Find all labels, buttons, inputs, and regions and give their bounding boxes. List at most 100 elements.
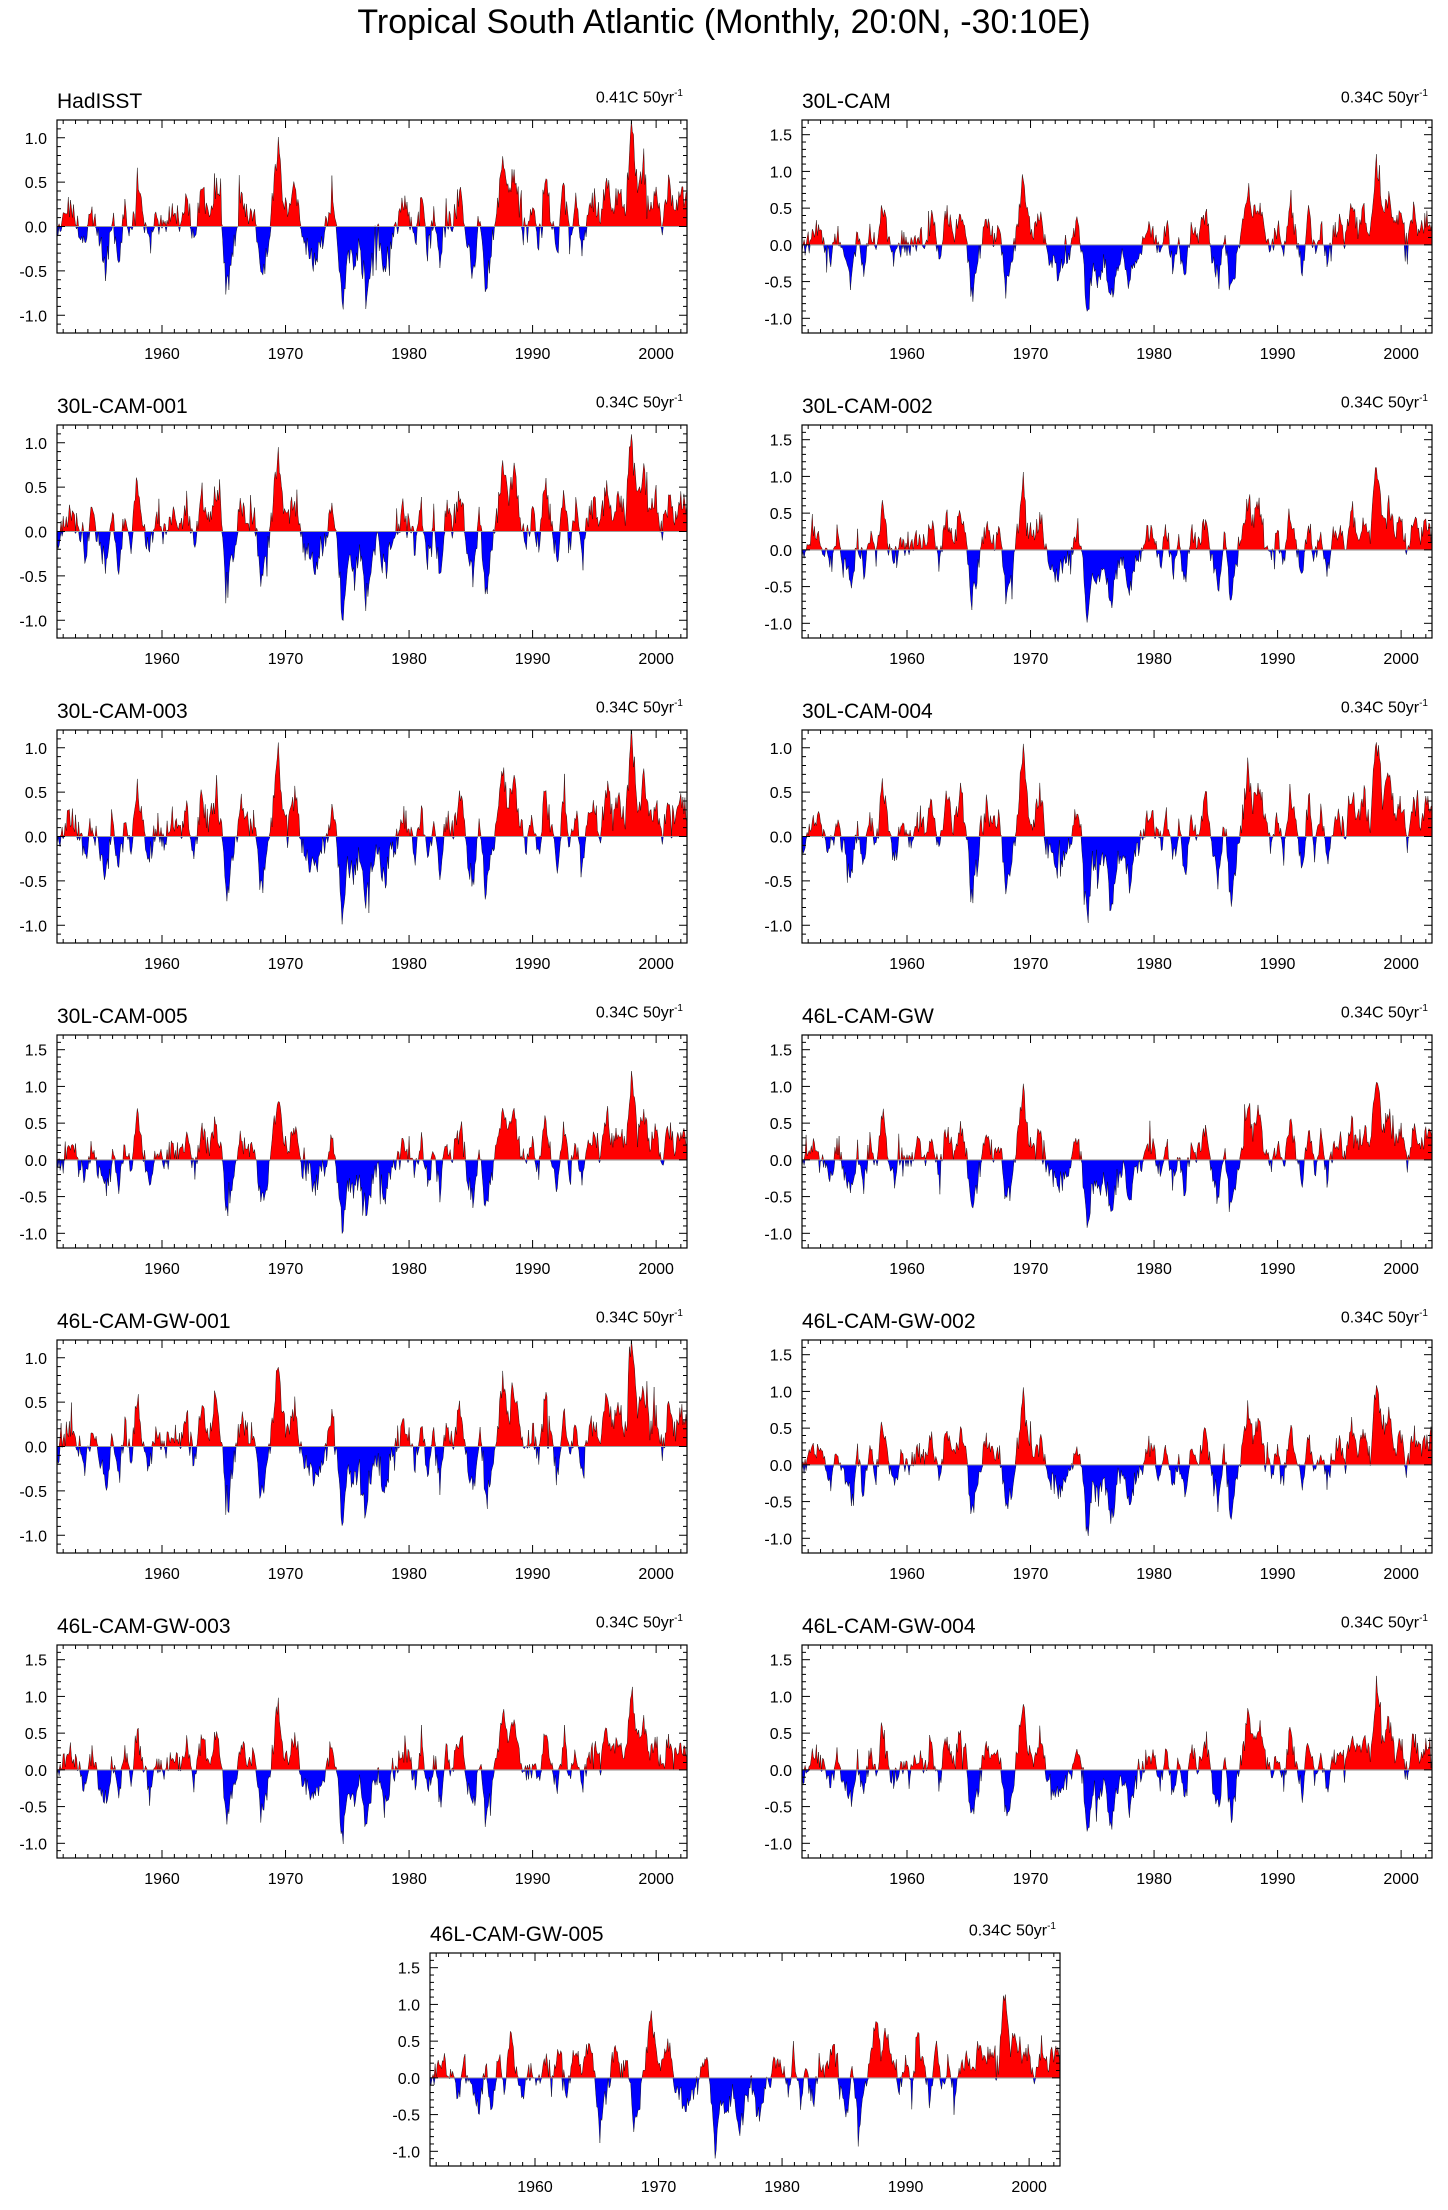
trend-text: 0.34C 50yr xyxy=(595,699,675,717)
x-tick-label: 2000 xyxy=(638,651,674,668)
panel-title: 46L-CAM-GW xyxy=(802,1005,934,1028)
x-tick-label: 1960 xyxy=(144,1261,180,1278)
y-tick-label: -0.5 xyxy=(764,1190,792,1207)
y-tick-label: 0.0 xyxy=(25,1153,47,1170)
trend-unit: -1 xyxy=(1419,698,1428,709)
y-tick-label: 0.5 xyxy=(25,785,47,802)
y-tick-label: -1.0 xyxy=(392,2144,420,2161)
x-tick-label: 1980 xyxy=(391,1566,427,1583)
y-tick-label: 1.0 xyxy=(25,131,47,148)
x-tick-label: 1980 xyxy=(391,956,427,973)
y-tick-label: -0.5 xyxy=(19,874,47,891)
y-tick-label: 0.5 xyxy=(25,1116,47,1133)
chart-panel-1: HadISST 0.41C 50yr-1 1960 1970 1980 1990 2000 1… xyxy=(0,84,710,377)
trend-text: 0.34C 50yr xyxy=(1340,1309,1420,1327)
x-tick-label: 2000 xyxy=(1383,956,1419,973)
x-tick-label: 1980 xyxy=(391,1871,427,1888)
chart-panel-9: 46L-CAM-GW-001 0.34C 50yr-1 1960 1970 1980 19… xyxy=(0,1304,710,1597)
panel-title: 30L-CAM xyxy=(802,90,891,113)
y-tick-label: 1.0 xyxy=(25,1351,47,1368)
x-tick-label: 1960 xyxy=(144,1566,180,1583)
y-tick-label: -1.0 xyxy=(764,311,792,328)
x-tick-label: 1990 xyxy=(515,1261,551,1278)
y-tick-label: -0.5 xyxy=(19,264,47,281)
x-tick-label: 1960 xyxy=(144,956,180,973)
x-tick-label: 2000 xyxy=(1383,1871,1419,1888)
x-tick-label: 1960 xyxy=(889,1871,925,1888)
positive-anomaly-area xyxy=(57,1071,687,1161)
trend-label: 0.34C 50yr-1 xyxy=(1341,393,1428,412)
trend-label: 0.34C 50yr-1 xyxy=(596,393,683,412)
negative-anomaly-area xyxy=(57,530,687,622)
x-tick-label: 2000 xyxy=(638,956,674,973)
y-tick-label: 0.5 xyxy=(25,175,47,192)
trend-text: 0.34C 50yr xyxy=(595,1004,675,1022)
x-tick-label: 1990 xyxy=(515,956,551,973)
plot-frame xyxy=(801,424,1433,639)
trend-unit: -1 xyxy=(674,698,683,709)
y-tick-label: 0.0 xyxy=(770,830,792,847)
trend-unit: -1 xyxy=(674,1613,683,1624)
y-tick-label: -1.0 xyxy=(19,308,47,325)
trend-text: 0.34C 50yr xyxy=(1340,394,1420,412)
x-tick-label: 2000 xyxy=(638,1566,674,1583)
y-tick-label: -0.5 xyxy=(19,1190,47,1207)
trend-label: 0.34C 50yr-1 xyxy=(596,1003,683,1022)
chart-panel-12: 46L-CAM-GW-004 0.34C 50yr-1 1960 1970 1980 19… xyxy=(745,1609,1448,1902)
trend-unit: -1 xyxy=(1419,393,1428,404)
positive-anomaly-area xyxy=(57,1686,687,1771)
positive-anomaly-area xyxy=(802,1385,1432,1466)
x-tick-label: 1990 xyxy=(515,346,551,363)
y-tick-label: 1.5 xyxy=(398,1961,420,1978)
x-tick-label: 1980 xyxy=(391,651,427,668)
trend-label: 0.34C 50yr-1 xyxy=(596,1308,683,1327)
positive-anomaly-area xyxy=(57,730,687,838)
chart-panel-8: 46L-CAM-GW 0.34C 50yr-1 1960 1970 1980 1990 20… xyxy=(745,999,1448,1292)
chart-panel-2: 30L-CAM 0.34C 50yr-1 1960 1970 1980 1990 2000 1… xyxy=(745,84,1448,377)
y-tick-label: 0.5 xyxy=(770,1116,792,1133)
positive-anomaly-area xyxy=(802,1081,1432,1161)
y-tick-label: 1.0 xyxy=(25,1079,47,1096)
x-tick-label: 1980 xyxy=(391,1261,427,1278)
panel-title: 30L-CAM-003 xyxy=(57,700,188,723)
y-tick-label: -1.0 xyxy=(764,1531,792,1548)
x-tick-label: 1970 xyxy=(1013,956,1049,973)
panel-title: 46L-CAM-GW-003 xyxy=(57,1615,231,1638)
chart-panel-5: 30L-CAM-003 0.34C 50yr-1 1960 1970 1980 1990 2… xyxy=(0,694,710,987)
positive-anomaly-area xyxy=(430,1994,1060,2079)
y-tick-label: 0.0 xyxy=(770,1153,792,1170)
x-tick-label: 1960 xyxy=(144,1871,180,1888)
trend-unit: -1 xyxy=(674,88,683,99)
x-tick-label: 1970 xyxy=(268,1261,304,1278)
y-tick-label: 0.0 xyxy=(770,543,792,560)
y-tick-label: -1.0 xyxy=(19,1836,47,1853)
chart-svg: 1960 1970 1980 1990 2000 1.5 1.0 0.5 0.0 -0.5 -1.0 xyxy=(764,1644,1433,1888)
y-tick-label: 0.5 xyxy=(25,1395,47,1412)
plot-frame xyxy=(801,1644,1433,1859)
y-tick-label: 0.5 xyxy=(770,785,792,802)
plot-frame xyxy=(801,119,1433,334)
trend-unit: -1 xyxy=(1419,1308,1428,1319)
positive-anomaly-area xyxy=(57,434,687,533)
x-tick-label: 2000 xyxy=(1383,1566,1419,1583)
chart-svg: 1960 1970 1980 1990 2000 1.5 1.0 0.5 0.0 -0.5 -1.0 xyxy=(764,424,1433,668)
chart-svg: 1960 1970 1980 1990 2000 1.0 0.5 0.0 -0.5 -1.0 xyxy=(19,424,688,668)
chart-svg: 1960 1970 1980 1990 2000 1.5 1.0 0.5 0.0 -0.5 -1.0 xyxy=(764,1034,1433,1278)
chart-panel-3: 30L-CAM-001 0.34C 50yr-1 1960 1970 1980 1990 2… xyxy=(0,389,710,682)
panel-title: 30L-CAM-005 xyxy=(57,1005,188,1028)
x-tick-label: 1980 xyxy=(1136,651,1172,668)
y-tick-label: 0.0 xyxy=(398,2071,420,2088)
positive-anomaly-area xyxy=(802,742,1432,838)
trend-text: 0.34C 50yr xyxy=(968,1922,1048,1940)
negative-anomaly-area xyxy=(57,835,687,925)
x-tick-label: 2000 xyxy=(638,1871,674,1888)
trend-unit: -1 xyxy=(1047,1921,1056,1932)
chart-svg: 1960 1970 1980 1990 2000 1.5 1.0 0.5 0.0 -0.5 -1.0 xyxy=(392,1952,1061,2196)
positive-anomaly-area xyxy=(802,1675,1432,1771)
x-tick-label: 1990 xyxy=(888,2179,924,2196)
y-tick-label: -0.5 xyxy=(19,1484,47,1501)
x-tick-label: 1990 xyxy=(515,651,551,668)
chart-panel-13: 46L-CAM-GW-005 0.34C 50yr-1 1960 1970 1980 19… xyxy=(373,1917,1083,2210)
x-tick-label: 1990 xyxy=(1260,651,1296,668)
x-tick-label: 1960 xyxy=(889,346,925,363)
